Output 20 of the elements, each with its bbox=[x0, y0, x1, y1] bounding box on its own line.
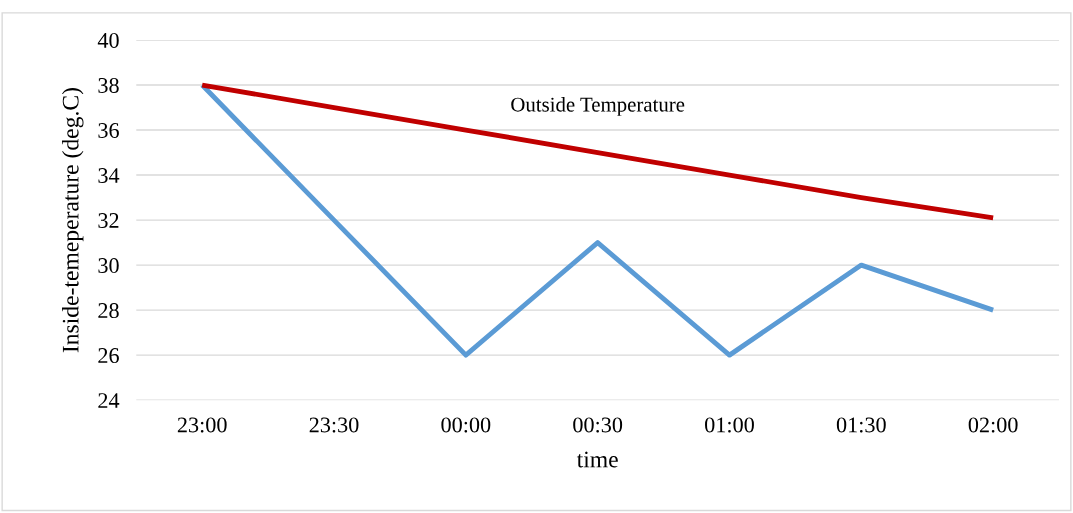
x-tick-label: 00:00 bbox=[441, 417, 491, 433]
y-tick-label: 32 bbox=[98, 213, 119, 229]
line-series bbox=[199, 82, 996, 221]
y-tick-label: 28 bbox=[98, 303, 119, 319]
y-axis-title: Inside-temeperature (deg.C) bbox=[62, 88, 84, 353]
x-axis-title: time bbox=[576, 451, 618, 468]
y-tick-label: 36 bbox=[98, 123, 119, 138]
y-tick-label: 24 bbox=[98, 393, 120, 408]
y-tick-label: 30 bbox=[98, 258, 119, 274]
y-tick-label: 40 bbox=[97, 32, 119, 48]
x-tick-label: 01:30 bbox=[836, 417, 886, 433]
x-tick-label: 00:30 bbox=[573, 417, 623, 433]
x-tick-label: 23:30 bbox=[309, 417, 359, 433]
y-tick-label: 26 bbox=[98, 348, 119, 364]
y-tick-label: 34 bbox=[98, 168, 120, 183]
x-tick-label: 23:00 bbox=[177, 417, 227, 433]
y-tick-label: 38 bbox=[98, 77, 119, 93]
x-tick-label: 02:00 bbox=[968, 417, 1018, 433]
series-label: Outside Temperature bbox=[511, 96, 685, 116]
x-tick-label: 01:00 bbox=[705, 417, 754, 433]
